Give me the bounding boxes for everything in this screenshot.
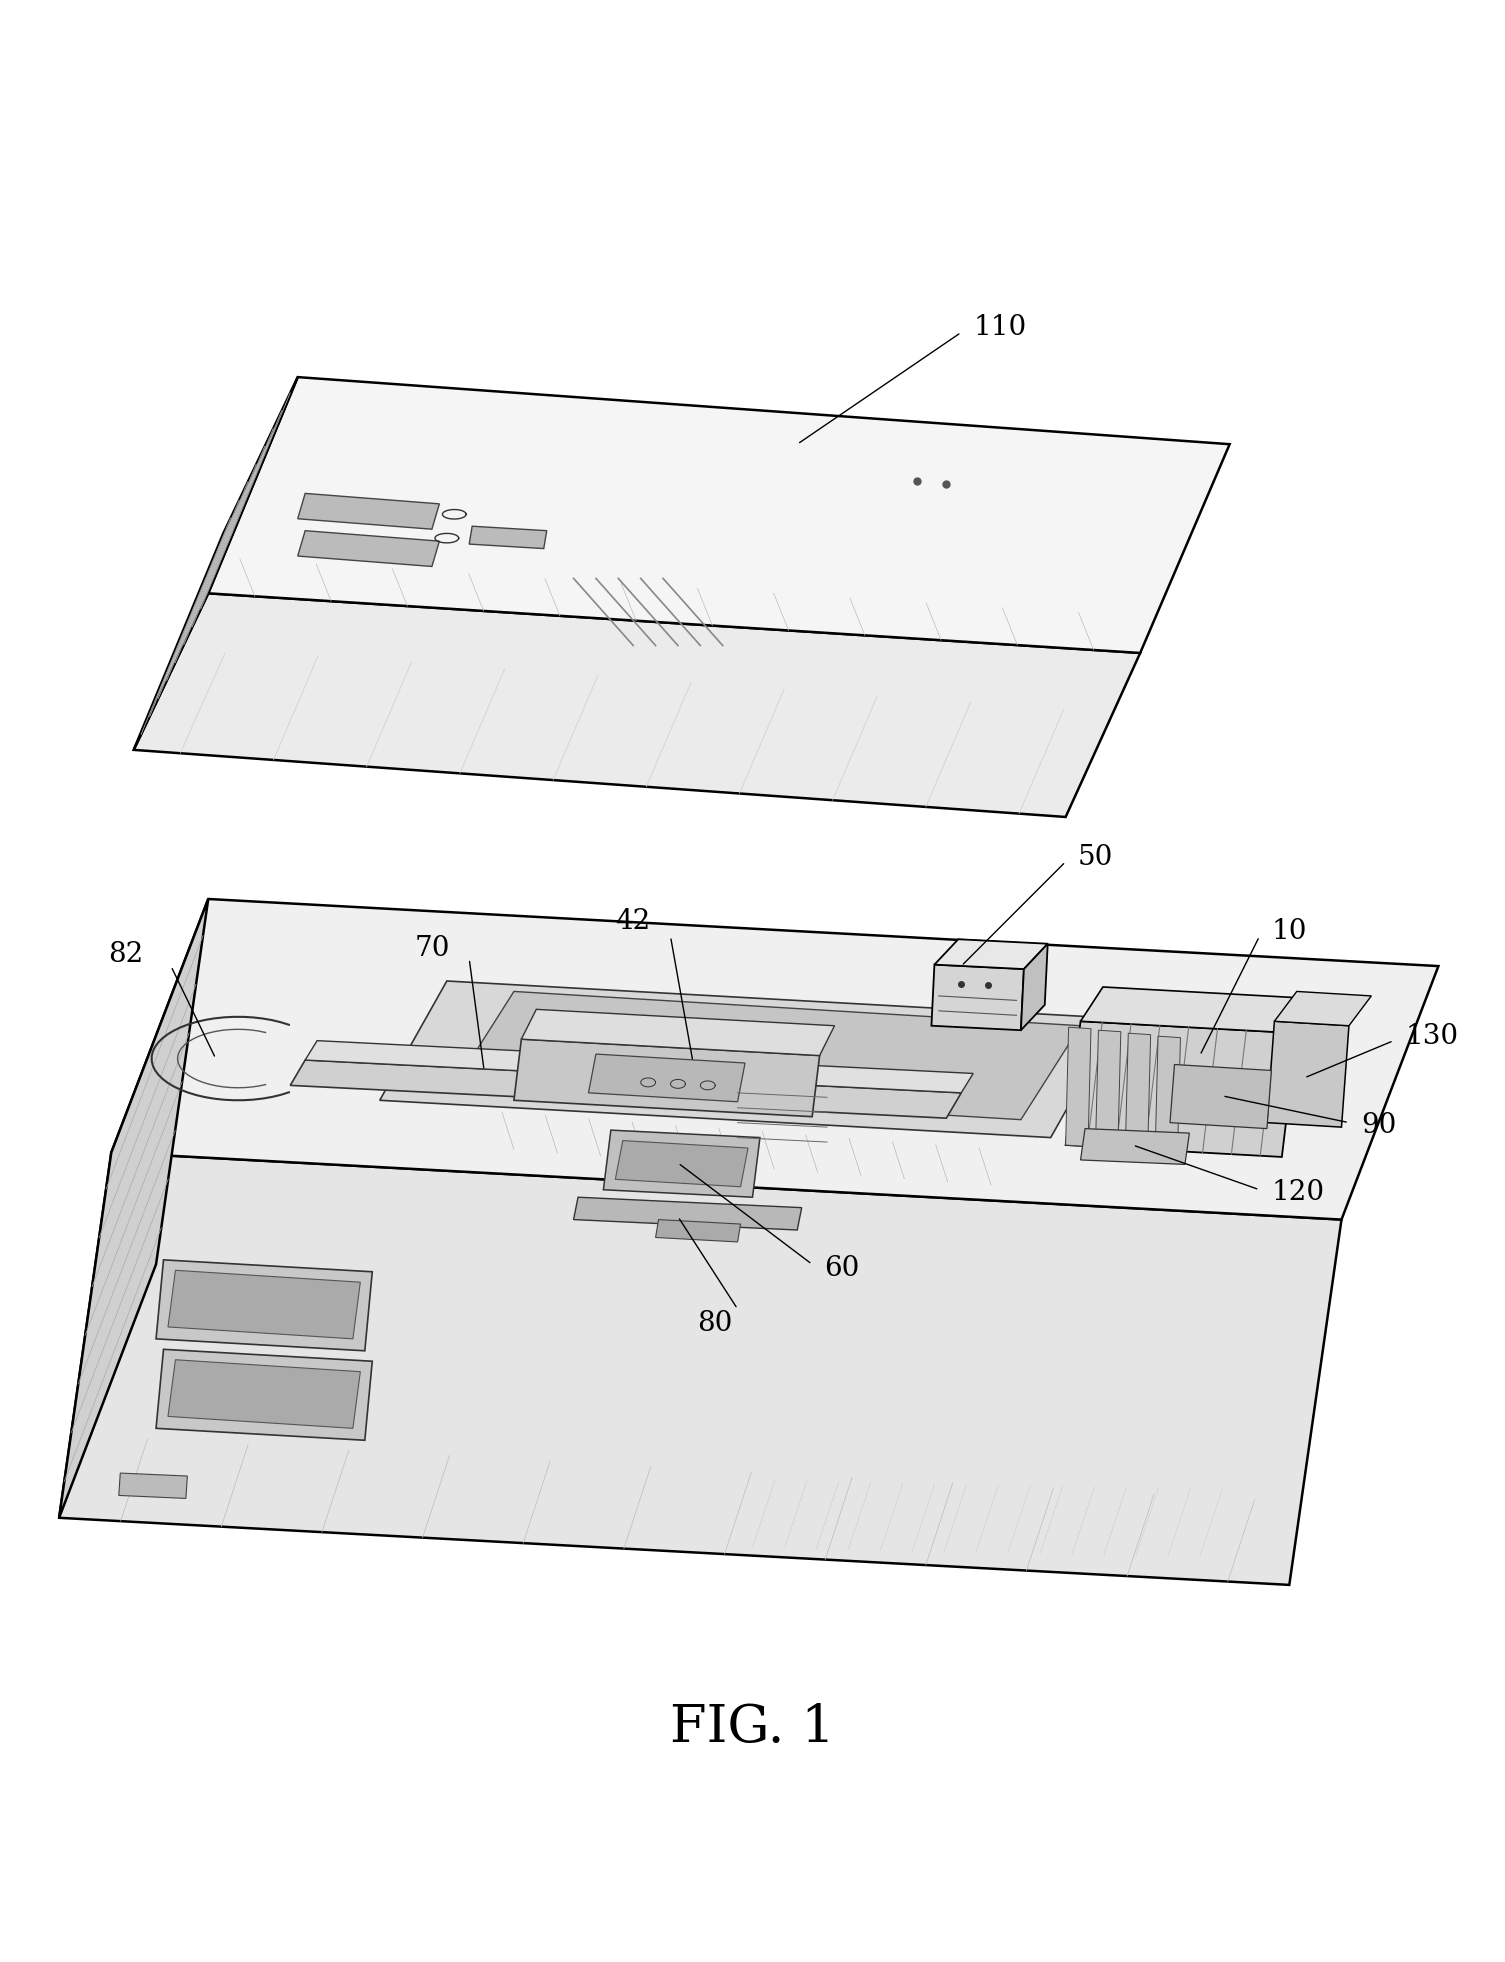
Polygon shape: [379, 981, 1118, 1138]
Text: 60: 60: [825, 1256, 859, 1283]
Polygon shape: [208, 377, 1230, 653]
Text: FIG. 1: FIG. 1: [670, 1701, 835, 1752]
Polygon shape: [157, 1260, 372, 1350]
Polygon shape: [298, 492, 439, 530]
Polygon shape: [169, 1360, 360, 1428]
Text: 120: 120: [1272, 1179, 1324, 1207]
Polygon shape: [157, 1350, 372, 1440]
Polygon shape: [1081, 987, 1318, 1034]
Polygon shape: [616, 1140, 748, 1187]
Polygon shape: [134, 377, 298, 749]
Text: 10: 10: [1272, 918, 1306, 946]
Polygon shape: [604, 1130, 760, 1197]
Polygon shape: [656, 1220, 740, 1242]
Polygon shape: [513, 1040, 820, 1116]
Text: 50: 50: [1078, 844, 1112, 871]
Polygon shape: [1169, 1065, 1272, 1128]
Polygon shape: [1066, 1028, 1091, 1146]
Polygon shape: [588, 1054, 745, 1103]
Text: 110: 110: [974, 314, 1026, 341]
Polygon shape: [1081, 1128, 1189, 1163]
Polygon shape: [455, 991, 1081, 1120]
Text: 80: 80: [697, 1311, 733, 1338]
Polygon shape: [1066, 1022, 1297, 1158]
Polygon shape: [1156, 1036, 1180, 1156]
Text: 82: 82: [108, 940, 144, 967]
Polygon shape: [1275, 991, 1371, 1026]
Polygon shape: [1267, 1022, 1348, 1126]
Polygon shape: [470, 526, 546, 549]
Text: 90: 90: [1361, 1112, 1397, 1140]
Polygon shape: [59, 1152, 1341, 1585]
Polygon shape: [573, 1197, 802, 1230]
Polygon shape: [1096, 1030, 1121, 1150]
Polygon shape: [298, 530, 439, 567]
Polygon shape: [521, 1008, 834, 1056]
Polygon shape: [1020, 944, 1047, 1030]
Polygon shape: [935, 940, 1047, 969]
Polygon shape: [119, 1473, 187, 1499]
Polygon shape: [306, 1040, 974, 1093]
Polygon shape: [1126, 1034, 1151, 1152]
Polygon shape: [111, 899, 1439, 1220]
Polygon shape: [134, 593, 1141, 816]
Text: 70: 70: [414, 934, 450, 961]
Polygon shape: [290, 1059, 962, 1118]
Text: 130: 130: [1406, 1022, 1458, 1050]
Polygon shape: [169, 1269, 360, 1338]
Polygon shape: [932, 965, 1023, 1030]
Polygon shape: [59, 899, 208, 1519]
Text: 42: 42: [616, 908, 650, 934]
